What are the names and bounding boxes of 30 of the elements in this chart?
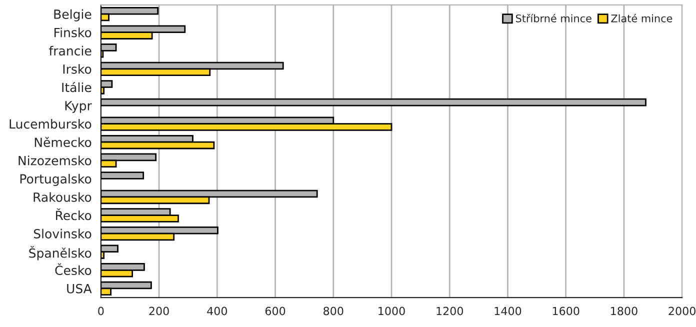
x-tick-label: 200: [149, 306, 169, 316]
y-tick-label: USA: [67, 284, 92, 294]
x-tick-label: 1200: [436, 306, 464, 316]
x-tick-label: 800: [324, 306, 344, 316]
x-tick-label: 400: [207, 306, 228, 316]
x-tick-label: 600: [265, 306, 286, 316]
legend-label: Stříbrné mince: [516, 14, 592, 22]
y-tick-label: Rakousko: [34, 192, 92, 202]
y-tick-label: Nizozemsko: [18, 156, 92, 166]
y-tick-label: francie: [49, 46, 92, 56]
x-tick-label: 2000: [668, 306, 696, 316]
y-tick-label: Lucembursko: [10, 119, 92, 129]
y-tick-label: Irsko: [63, 64, 92, 74]
x-tick-label: 1400: [494, 306, 522, 316]
x-tick-label: 0: [98, 306, 104, 316]
y-tick-label: Španělsko: [29, 246, 92, 260]
bar: [100, 172, 144, 180]
legend-label: Zlaté mince: [611, 14, 672, 22]
y-tick-label: Česko: [55, 263, 92, 276]
y-tick-label: Kypr: [65, 101, 92, 113]
x-tick-label: 1600: [552, 306, 580, 316]
y-tick-label: Itálie: [62, 82, 92, 92]
y-tick-label: Německo: [34, 136, 92, 148]
y-tick-label: Slovinsko: [34, 228, 92, 238]
y-tick-label: Finsko: [54, 28, 92, 38]
x-tick-label: 1000: [378, 306, 405, 316]
y-tick-label: Belgie: [54, 9, 92, 22]
y-tick-label: Řecko: [56, 208, 92, 220]
y-tick-label: Portugalsko: [20, 174, 92, 186]
x-tick-label: 1800: [611, 306, 638, 316]
